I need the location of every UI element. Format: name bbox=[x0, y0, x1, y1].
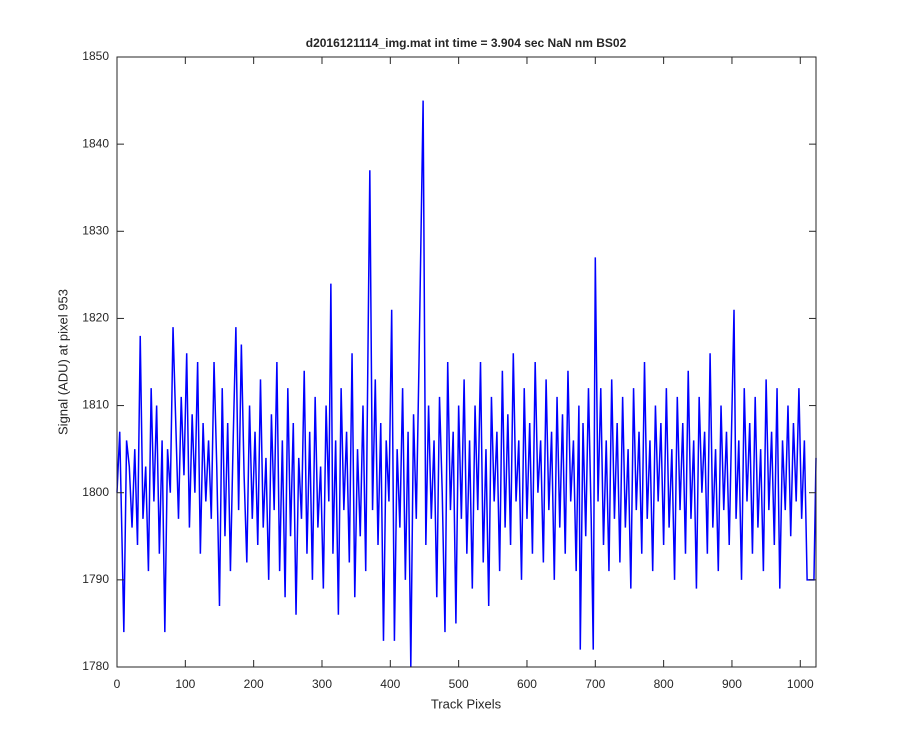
x-tick-label: 400 bbox=[380, 677, 400, 691]
y-tick-label: 1790 bbox=[82, 572, 109, 586]
x-tick-label: 1000 bbox=[787, 677, 814, 691]
plot-area bbox=[116, 100, 817, 668]
y-axis-label: Signal (ADU) at pixel 953 bbox=[55, 289, 70, 435]
y-tick-label: 1830 bbox=[82, 223, 109, 237]
x-tick-label: 0 bbox=[114, 677, 121, 691]
y-tick-label: 1850 bbox=[82, 49, 109, 63]
x-tick-label: 200 bbox=[244, 677, 264, 691]
x-tick-label: 600 bbox=[517, 677, 537, 691]
y-tick-label: 1780 bbox=[82, 659, 109, 673]
x-tick-label: 700 bbox=[585, 677, 605, 691]
y-tick-label: 1840 bbox=[82, 136, 109, 150]
y-tick-label: 1800 bbox=[82, 485, 109, 499]
y-tick-label: 1820 bbox=[82, 311, 109, 325]
x-tick-label: 900 bbox=[722, 677, 742, 691]
axes-box bbox=[116, 56, 817, 668]
x-tick-label: 100 bbox=[175, 677, 195, 691]
chart-title: d2016121114_img.mat int time = 3.904 sec… bbox=[306, 36, 627, 50]
y-tick-label: 1810 bbox=[82, 398, 109, 412]
x-axis-label: Track Pixels bbox=[431, 696, 502, 711]
x-tick-label: 500 bbox=[449, 677, 469, 691]
data-line bbox=[116, 100, 817, 668]
x-tick-label: 800 bbox=[654, 677, 674, 691]
x-tick-label: 300 bbox=[312, 677, 332, 691]
